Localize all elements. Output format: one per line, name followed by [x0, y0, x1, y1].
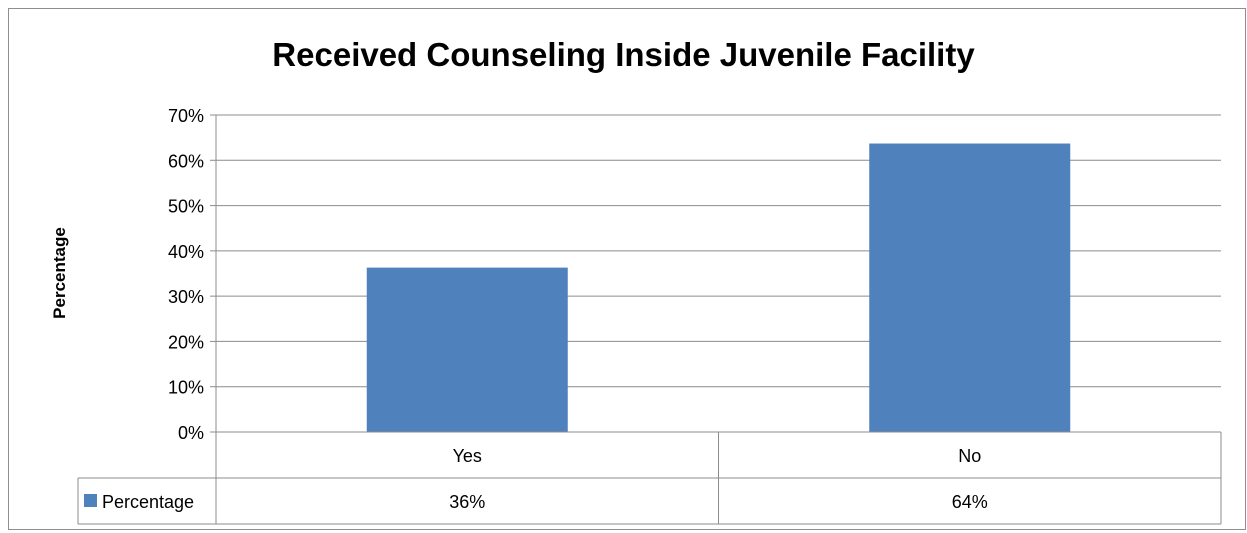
- data-table-cell: 36%: [449, 492, 485, 512]
- legend-label: Percentage: [102, 492, 194, 512]
- y-tick-label: 20%: [168, 332, 204, 352]
- chart-title: Received Counseling Inside Juvenile Faci…: [272, 36, 975, 73]
- y-tick-label: 50%: [168, 197, 204, 217]
- y-tick-label: 60%: [168, 151, 204, 171]
- legend-swatch: [84, 494, 97, 507]
- y-tick-label: 10%: [168, 378, 204, 398]
- y-tick-label: 70%: [168, 106, 204, 126]
- bar-yes: [366, 267, 568, 432]
- y-tick-label: 0%: [178, 423, 204, 443]
- data-table-cell: 64%: [952, 492, 988, 512]
- bar-no: [869, 143, 1071, 432]
- y-tick-label: 30%: [168, 287, 204, 307]
- y-tick-label: 40%: [168, 242, 204, 262]
- category-label: No: [958, 446, 981, 466]
- category-label: Yes: [453, 446, 482, 466]
